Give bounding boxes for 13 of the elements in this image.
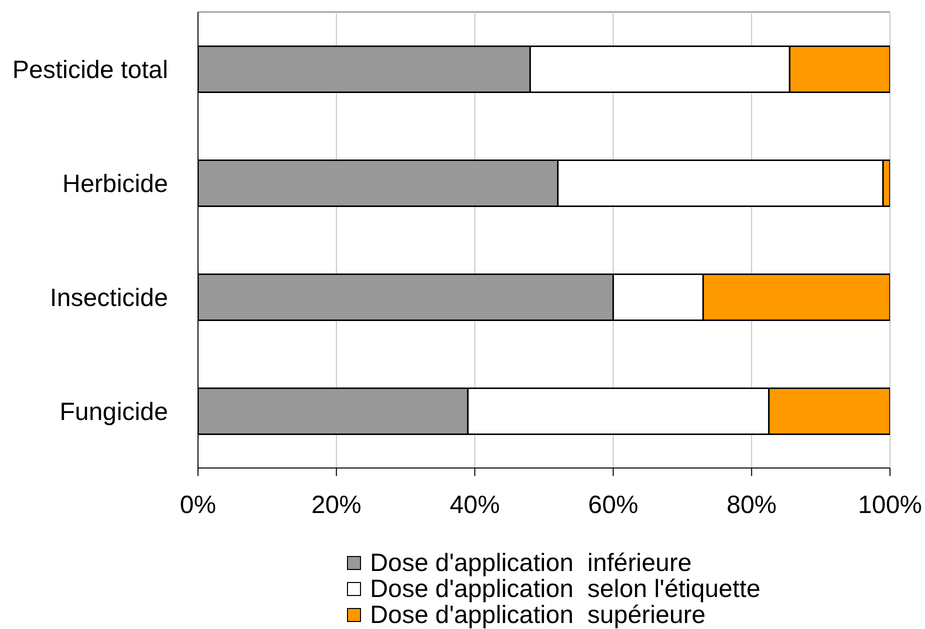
- x-tick-label: 100%: [858, 490, 922, 519]
- legend-label: Dose d'application inférieure: [370, 549, 692, 577]
- y-tick-label: Insecticide: [50, 284, 168, 312]
- legend-label: Dose d'application selon l'étiquette: [370, 575, 760, 603]
- y-tick-label: Fungicide: [60, 398, 168, 426]
- legend-label: Dose d'application supérieure: [370, 601, 706, 629]
- x-tick-label: 0%: [180, 490, 216, 519]
- x-tick-label: 40%: [450, 490, 500, 519]
- x-tick-label: 80%: [726, 490, 777, 519]
- x-tick-label: 60%: [588, 490, 638, 519]
- y-tick-label: Pesticide total: [12, 56, 168, 84]
- x-tick-label: 20%: [311, 490, 362, 519]
- y-tick-label: Herbicide: [62, 170, 168, 198]
